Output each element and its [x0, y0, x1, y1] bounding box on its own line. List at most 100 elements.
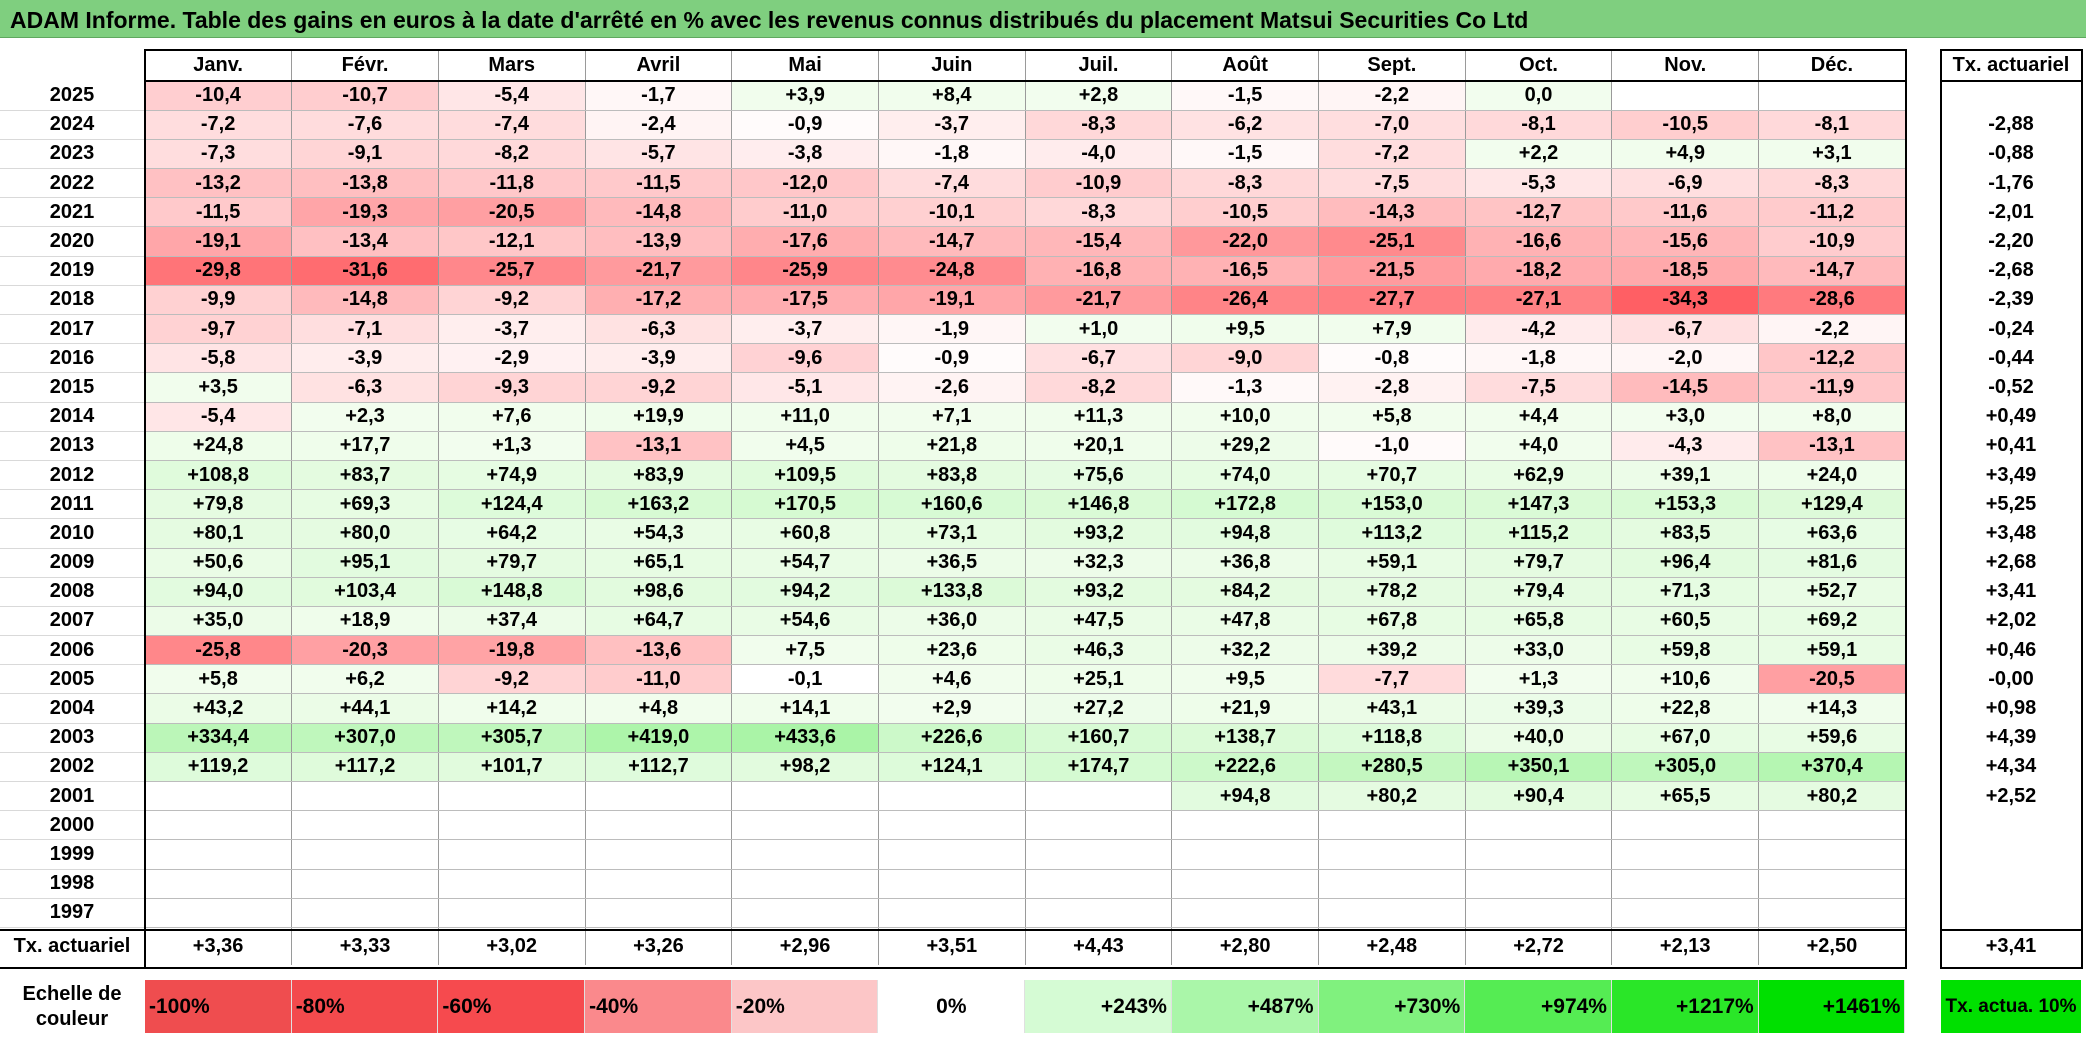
- month-header: Avril: [585, 50, 733, 82]
- return-cell: +7,1: [878, 402, 1026, 432]
- table-row: -25,8 -20,3 -19,8 -13,6 +7,5 +23,6 +46,3 +32,2 +…: [145, 635, 1906, 666]
- month-header: Août: [1171, 50, 1319, 82]
- return-cell: +7,9: [1318, 314, 1466, 345]
- return-cell: -0,8: [1318, 343, 1466, 374]
- annual-rate-cell: [1941, 840, 2081, 869]
- return-cell: +4,6: [878, 664, 1026, 695]
- return-cell: -25,1: [1318, 226, 1466, 257]
- return-cell: -14,5: [1611, 372, 1760, 403]
- return-cell: [1465, 810, 1613, 841]
- return-cell: -1,7: [585, 81, 733, 111]
- return-cell: -2,6: [878, 372, 1026, 403]
- annual-rate-cell: +0,98: [1985, 697, 2037, 720]
- scale-step-label: -20%: [735, 994, 785, 1018]
- return-cell: +8,0: [1758, 402, 1906, 432]
- return-cell: +2,2: [1465, 139, 1613, 170]
- scale-step: -20%: [731, 980, 879, 1033]
- return-cell: +44,1: [291, 693, 439, 724]
- return-cell: -22,0: [1171, 226, 1319, 257]
- return-cell: +103,4: [291, 577, 439, 607]
- year-label: 2011: [0, 489, 144, 520]
- table-row: [145, 839, 1906, 870]
- scale-step-label: +243%: [1100, 994, 1167, 1018]
- return-cell: +11,0: [731, 402, 879, 432]
- return-cell: +90,4: [1465, 781, 1613, 812]
- scale-step: +974%: [1465, 980, 1612, 1033]
- return-cell: +119,2: [145, 752, 293, 783]
- return-cell: -19,8: [438, 635, 586, 666]
- return-cell: [291, 839, 439, 870]
- return-cell: -1,9: [878, 314, 1026, 345]
- table-row: -7,2 -7,6 -7,4 -2,4 -0,9 -3,7 -8,3 -6,2 -7,0 -8,1…: [145, 110, 1906, 140]
- return-cell: -8,1: [1465, 110, 1613, 140]
- return-cell: [1611, 81, 1760, 111]
- return-cell: +52,7: [1758, 577, 1906, 607]
- scale-step: -40%: [585, 980, 732, 1033]
- return-cell: +11,3: [1025, 402, 1173, 432]
- return-cell: -17,5: [731, 285, 879, 316]
- scale-step: +487%: [1171, 980, 1319, 1033]
- return-cell: +9,5: [1171, 314, 1319, 345]
- year-label: 2018: [0, 285, 144, 316]
- annual-header: Tx. actuariel: [1941, 50, 2081, 82]
- return-cell: -3,8: [731, 139, 879, 170]
- table-row: +50,6 +95,1 +79,7 +65,1 +54,7 +36,5 +32,3 +36,8…: [145, 548, 1906, 578]
- return-cell: +113,2: [1318, 518, 1466, 549]
- return-cell: [1758, 839, 1906, 870]
- return-cell: [291, 810, 439, 841]
- return-cell: +69,3: [291, 489, 439, 520]
- return-cell: -11,0: [585, 664, 733, 695]
- year-label: 2000: [0, 810, 144, 841]
- return-cell: -11,5: [145, 197, 293, 228]
- return-cell: +1,3: [438, 431, 586, 461]
- summary-cell: +2,50: [1758, 927, 1906, 966]
- table-row: +35,0 +18,9 +37,4 +64,7 +54,6 +36,0 +47,5 +47,8…: [145, 606, 1906, 637]
- return-cell: -6,3: [585, 314, 733, 345]
- return-cell: -9,2: [438, 664, 586, 695]
- summary-cell: +2,96: [731, 927, 879, 966]
- table-row: +108,8 +83,7 +74,9 +83,9 +109,5 +83,8 +75,6 +74…: [145, 460, 1906, 491]
- annual-rate-table: Tx. actuariel -2,88 -0,88 -1,76 -2,01 -2,20 -2…: [1941, 50, 2081, 965]
- return-cell: -10,5: [1611, 110, 1760, 140]
- return-cell: -12,0: [731, 168, 879, 199]
- scale-step: -100%: [145, 980, 292, 1033]
- annual-rate-cell: [1941, 869, 2081, 898]
- return-cell: -14,3: [1318, 197, 1466, 228]
- scale-step: +243%: [1025, 980, 1172, 1033]
- return-cell: [1171, 898, 1319, 928]
- return-cell: +9,5: [1171, 664, 1319, 695]
- annual-rate-cell: +3,41: [1985, 580, 2037, 603]
- return-cell: [145, 869, 293, 899]
- table-row: -11,5 -19,3 -20,5 -14,8 -11,0 -10,1 -8,3 -10,5-…: [145, 197, 1906, 228]
- return-cell: [585, 869, 733, 899]
- annual-rate-cell: +3,48: [1985, 521, 2037, 544]
- annual-rate-cell: +4,39: [1985, 726, 2037, 749]
- return-cell: +74,0: [1171, 460, 1319, 491]
- return-cell: +59,1: [1758, 635, 1906, 666]
- return-cell: -5,8: [145, 343, 293, 374]
- return-cell: [438, 839, 586, 870]
- return-cell: +14,1: [731, 693, 879, 724]
- summary-cell: +3,51: [878, 927, 1026, 966]
- return-cell: +98,2: [731, 752, 879, 783]
- return-cell: +109,5: [731, 460, 879, 491]
- annual-rate-cell: -2,68: [1988, 259, 2034, 282]
- return-cell: +20,1: [1025, 431, 1173, 461]
- annual-rate-cell: +3,49: [1985, 463, 2037, 486]
- return-cell: [1758, 869, 1906, 899]
- return-cell: +83,5: [1611, 518, 1760, 549]
- return-cell: +75,6: [1025, 460, 1173, 491]
- month-header: Juin: [878, 50, 1026, 82]
- return-cell: +5,8: [145, 664, 293, 695]
- return-cell: -34,3: [1611, 285, 1760, 316]
- return-cell: +3,1: [1758, 139, 1906, 170]
- year-label: 2004: [0, 693, 144, 724]
- return-cell: +133,8: [878, 577, 1026, 607]
- return-cell: -9,0: [1171, 343, 1319, 374]
- return-cell: -7,5: [1318, 168, 1466, 199]
- return-cell: +160,7: [1025, 723, 1173, 753]
- month-header: Mars: [438, 50, 586, 82]
- return-cell: [1025, 781, 1173, 812]
- return-cell: +80,0: [291, 518, 439, 549]
- return-cell: +47,8: [1171, 606, 1319, 637]
